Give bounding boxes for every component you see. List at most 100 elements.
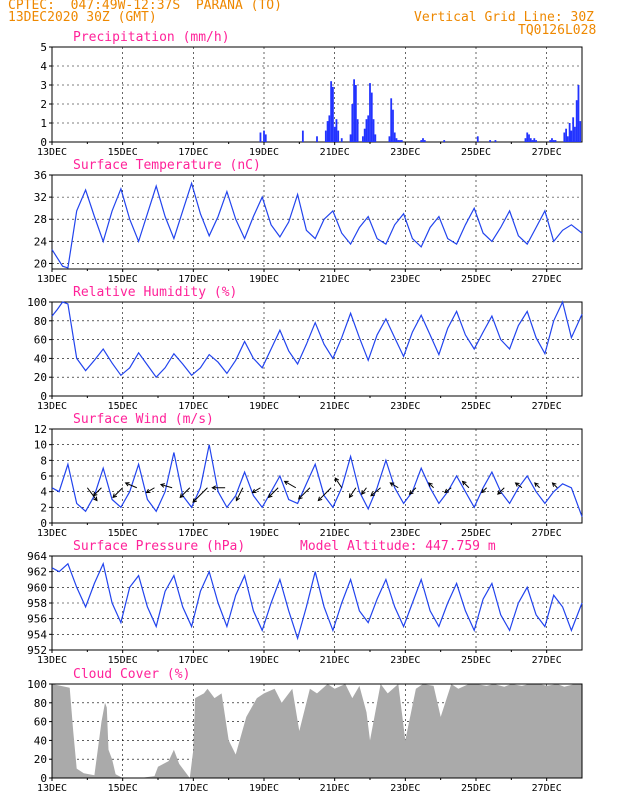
wind-ytick-label: 12 [34, 423, 47, 436]
precip-bar [335, 119, 338, 142]
precip-bar [316, 136, 318, 142]
humidity-xtick-label: 15DEC [108, 401, 138, 412]
precip-xtick-label: 23DEC [390, 147, 420, 158]
pressure-xtick-label: 21DEC [320, 655, 350, 666]
wind-arrow [408, 487, 417, 495]
wind-arrow [534, 482, 540, 489]
wind-arrow [235, 487, 244, 502]
wind-xtick-label: 19DEC [249, 528, 279, 539]
wind-arrow [551, 482, 558, 489]
humidity-xtick-label: 25DEC [461, 401, 491, 412]
wind-arrow [145, 487, 155, 494]
temperature-xtick-label: 17DEC [178, 274, 208, 285]
precip-bar [340, 138, 343, 142]
wind-arrow [428, 482, 434, 489]
precip-xtick-label: 15DEC [108, 147, 138, 158]
precip-bar [333, 126, 336, 142]
precip-bar [259, 132, 262, 142]
wind-arrow [317, 487, 332, 502]
temperature-xtick-label: 15DEC [108, 274, 138, 285]
precip-bar [524, 138, 527, 142]
wind-arrow [334, 477, 343, 489]
humidity-frame [51, 301, 583, 397]
precip-xtick-label: 13DEC [37, 147, 67, 158]
wind-arrow [514, 482, 523, 489]
pressure-series-line [51, 561, 583, 641]
precip-bar [362, 136, 364, 142]
station-header: CPTEC: 047:49W-12:37S PARANA (TO) [8, 0, 282, 13]
precip-bar [354, 85, 357, 142]
temperature-series-line [51, 181, 583, 269]
wind-arrow [112, 487, 124, 499]
wind-arrow [481, 487, 487, 494]
wind-arrow [283, 480, 297, 489]
cloud-ytick-label: 40 [34, 734, 47, 747]
precip-bar [526, 132, 529, 142]
cloud-xtick-label: 17DEC [178, 783, 208, 794]
temperature-xtick-label: 25DEC [461, 274, 491, 285]
precip-bar [369, 83, 371, 142]
wind-arrow [389, 482, 399, 489]
temperature-ytick-label: 20 [34, 257, 47, 270]
humidity-series-line [51, 300, 583, 379]
cloud-xtick-label: 23DEC [390, 783, 420, 794]
wind-title: Surface Wind (m/s) [73, 412, 214, 427]
wind-arrow [444, 487, 452, 494]
wind-ytick-label: 0 [40, 517, 47, 530]
wind-xtick-label: 27DEC [532, 528, 562, 539]
humidity-xtick-label: 13DEC [37, 401, 67, 412]
precip-ytick-label: 0 [40, 136, 47, 149]
wind-arrow [461, 480, 470, 489]
run-date-header: 13DEC2020 30Z (GMT) [8, 10, 157, 25]
precip-bar [392, 109, 394, 142]
pressure-xtick-label: 23DEC [390, 655, 420, 666]
cloud-ytick-label: 0 [40, 772, 47, 785]
wind-arrow [211, 485, 226, 491]
precip-bar [399, 140, 401, 142]
precip-bar [552, 140, 555, 142]
precip-xtick-label: 25DEC [461, 147, 491, 158]
temperature-frame [51, 174, 583, 270]
precip-bar [301, 130, 304, 142]
precip-xtick-label: 19DEC [249, 147, 279, 158]
wind-arrow [348, 487, 357, 499]
precip-bar [494, 140, 497, 142]
precip-bar [400, 140, 403, 142]
wind-arrow [497, 487, 505, 495]
cloud-xtick-label: 25DEC [461, 783, 491, 794]
pressure-xtick-label: 13DEC [37, 655, 67, 666]
pressure-xtick-label: 25DEC [461, 655, 491, 666]
precip-bar [579, 121, 582, 142]
wind-xtick-label: 23DEC [390, 528, 420, 539]
cloud-xtick-label: 19DEC [249, 783, 279, 794]
pressure-ytick-label: 956 [27, 613, 47, 626]
humidity-xtick-label: 17DEC [178, 401, 208, 412]
precip-ytick-label: 3 [40, 79, 47, 92]
temperature-panel: 20 24 28 32 36 13DEC 15DEC 17DEC 19DEC 21DEC 23DEC… [34, 158, 583, 285]
precip-bar [443, 140, 446, 142]
precip-bar [574, 126, 576, 142]
vertical-grid-note: Vertical Grid Line: 30Z [414, 10, 595, 25]
precip-ytick-label: 1 [40, 117, 47, 130]
humidity-ytick-label: 20 [34, 371, 47, 384]
pressure-ytick-label: 958 [27, 597, 47, 610]
pressure-xtick-label: 15DEC [108, 655, 138, 666]
precip-bar [367, 115, 370, 142]
precip-bar [326, 121, 329, 142]
wind-arrow [86, 487, 98, 502]
precip-bar [422, 138, 424, 142]
pressure-ytick-label: 964 [27, 550, 47, 563]
temperature-xtick-label: 27DEC [532, 274, 562, 285]
precip-bar [476, 136, 479, 142]
precip-bar [351, 104, 354, 142]
temperature-xtick-label: 23DEC [390, 274, 420, 285]
wind-arrow [267, 487, 279, 499]
temperature-ytick-label: 32 [34, 191, 47, 204]
pressure-panel: 952 954 956 958 960 962 964 13DEC 15DEC 17DEC 19DE… [27, 539, 583, 666]
model-id: TQ0126L028 [518, 23, 597, 38]
precip-bar [423, 140, 426, 142]
precip-bar [489, 140, 492, 142]
wind-arrow [361, 487, 367, 495]
pressure-subtitle: Model Altitude: 447.759 m [300, 539, 496, 554]
